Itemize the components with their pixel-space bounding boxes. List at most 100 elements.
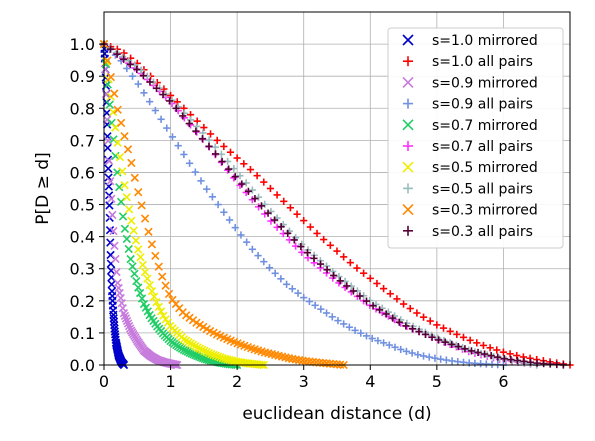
data-point: [204, 348, 214, 358]
data-point: [334, 317, 342, 325]
data-point: [103, 143, 112, 153]
y-tick-label: 1.0: [70, 35, 95, 54]
data-point: [480, 350, 489, 358]
data-point: [346, 259, 354, 267]
data-point: [225, 216, 234, 224]
data-point: [300, 294, 308, 302]
data-point: [393, 295, 401, 303]
data-point: [161, 281, 170, 290]
legend-marker: [402, 161, 414, 173]
data-point: [345, 323, 353, 331]
data-point: [191, 168, 199, 176]
data-point: [260, 178, 268, 186]
data-point: [137, 294, 147, 303]
y-tick-label: 0.2: [70, 292, 95, 311]
data-point: [466, 336, 474, 344]
data-point: [164, 289, 174, 299]
data-point: [242, 179, 250, 187]
data-point: [127, 216, 136, 225]
data-point: [122, 193, 131, 202]
data-point: [213, 136, 221, 144]
data-point: [357, 329, 365, 337]
data-point: [130, 269, 139, 278]
data-point: [254, 252, 262, 260]
data-point: [290, 236, 298, 244]
data-point: [442, 356, 450, 364]
data-point: [166, 91, 175, 100]
data-point: [230, 174, 238, 182]
data-point: [113, 50, 121, 58]
data-point: [231, 173, 239, 181]
data-point: [369, 302, 377, 310]
data-point: [428, 333, 436, 341]
data-point: [360, 269, 368, 277]
data-point: [218, 157, 226, 166]
legend-entry: s=1.0 mirrored: [402, 33, 538, 49]
legend-marker: [402, 34, 414, 46]
data-point: [124, 205, 134, 214]
data-point: [243, 238, 251, 246]
data-point: [362, 332, 371, 340]
data-point: [454, 342, 462, 351]
data-point: [207, 349, 216, 359]
data-point: [205, 136, 213, 144]
data-point: [374, 337, 382, 345]
legend-entry: s=1.0 all pairs: [403, 54, 533, 70]
data-point: [303, 249, 312, 257]
data-point: [399, 300, 408, 308]
data-point: [280, 197, 288, 205]
data-point: [310, 254, 318, 262]
data-point: [103, 56, 112, 65]
data-point: [261, 200, 269, 208]
data-point: [376, 306, 384, 314]
legend-label: s=0.9 mirrored: [432, 75, 538, 91]
legend-marker: [403, 225, 413, 236]
data-point: [353, 264, 361, 272]
data-point: [128, 72, 137, 80]
data-point: [140, 267, 150, 277]
data-point: [366, 274, 374, 282]
data-point: [322, 309, 331, 317]
data-point: [406, 304, 414, 313]
data-point: [124, 321, 134, 331]
data-point: [105, 100, 114, 109]
data-point: [202, 347, 211, 357]
series-s-0-9-all-pairs: [100, 40, 508, 369]
data-point: [328, 313, 336, 321]
data-point: [152, 84, 161, 92]
data-point: [122, 234, 131, 244]
data-point: [335, 273, 343, 281]
data-point: [441, 338, 449, 346]
legend-label: s=0.3 mirrored: [432, 203, 538, 219]
data-point: [134, 283, 143, 292]
data-point: [137, 201, 146, 210]
legend-label: s=1.0 all pairs: [432, 54, 533, 70]
data-point: [373, 279, 381, 288]
data-point: [213, 352, 223, 361]
data-point: [144, 227, 153, 236]
x-tick-label: 4: [365, 372, 375, 391]
data-point: [120, 180, 129, 190]
data-point: [397, 345, 405, 354]
data-point: [154, 302, 163, 312]
legend-entry: s=0.7 all pairs: [403, 139, 533, 155]
data-point: [122, 316, 132, 326]
data-point: [106, 45, 115, 53]
data-point: [120, 49, 128, 57]
data-point: [150, 292, 159, 301]
legend-entry: s=0.9 all pairs: [403, 97, 533, 113]
data-point: [152, 298, 161, 307]
data-point: [479, 341, 488, 350]
y-tick-label: 0.7: [70, 131, 95, 150]
data-point: [116, 118, 126, 128]
data-point: [226, 148, 235, 156]
data-point: [120, 55, 128, 63]
data-point: [174, 142, 182, 150]
data-point: [500, 355, 508, 363]
data-point: [166, 97, 174, 105]
data-point: [123, 64, 131, 73]
data-point: [362, 297, 371, 305]
data-point: [446, 327, 454, 335]
data-point: [246, 165, 255, 174]
